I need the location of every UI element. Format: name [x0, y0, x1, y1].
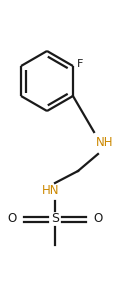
Text: HN: HN: [42, 184, 59, 198]
Text: O: O: [93, 212, 102, 226]
Text: S: S: [51, 212, 59, 226]
Text: F: F: [77, 59, 83, 69]
Text: O: O: [8, 212, 17, 226]
Text: NH: NH: [96, 136, 113, 150]
